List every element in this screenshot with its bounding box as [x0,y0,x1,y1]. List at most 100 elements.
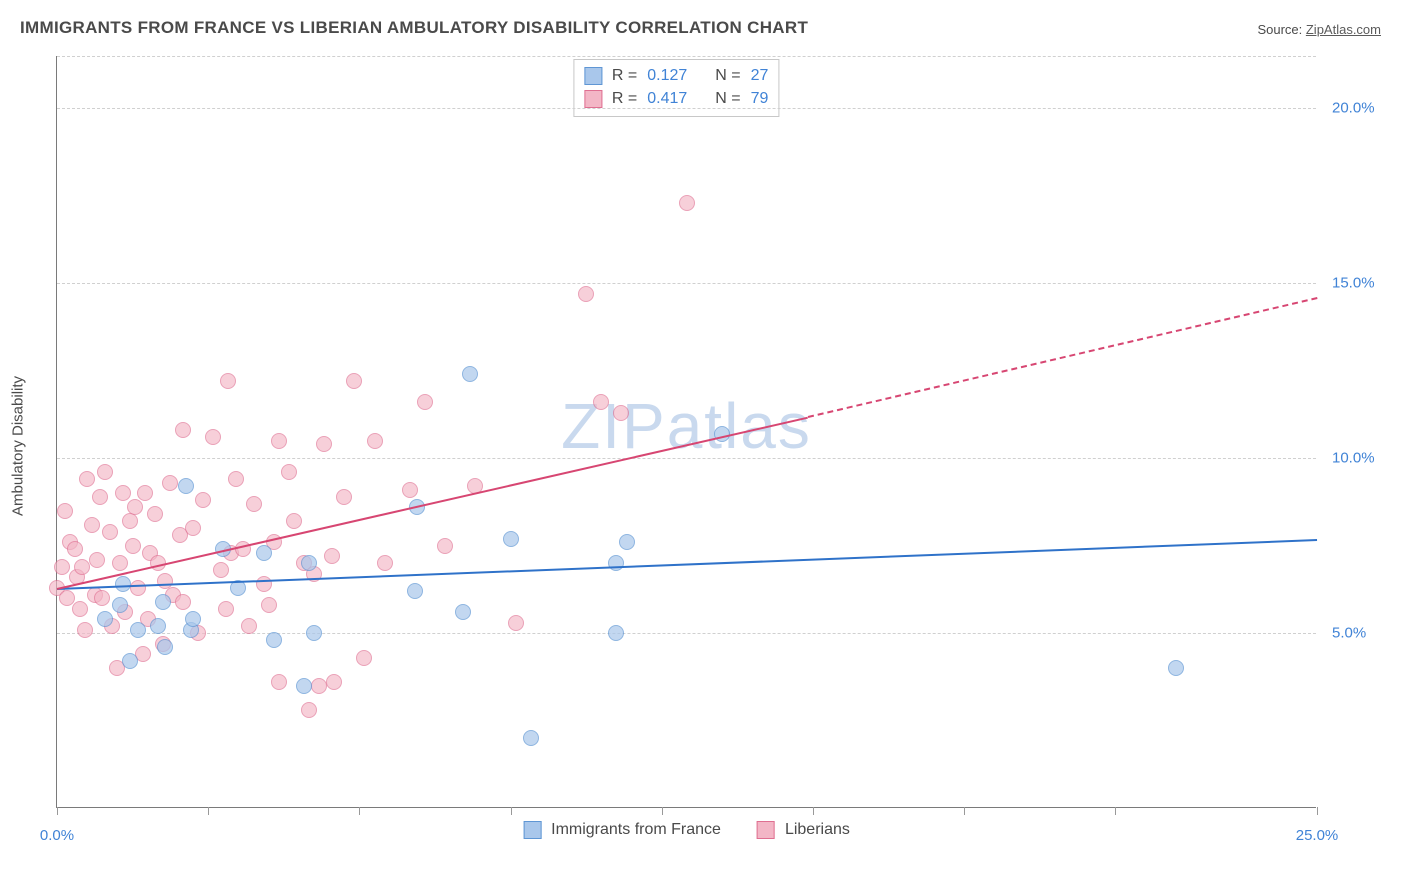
x-tick [964,807,965,815]
swatch-france [523,821,541,839]
source-label: Source: [1257,22,1305,37]
x-tick [1317,807,1318,815]
data-point-france [407,583,423,599]
data-point-liberians [77,622,93,638]
n-value-france: 27 [751,64,769,87]
data-point-liberians [84,517,100,533]
x-tick-label: 0.0% [40,827,74,844]
data-point-liberians [175,422,191,438]
data-point-france [608,555,624,571]
data-point-liberians [613,405,629,421]
data-point-liberians [127,499,143,515]
data-point-liberians [246,496,262,512]
data-point-france [455,604,471,620]
data-point-liberians [185,520,201,536]
data-point-liberians [112,555,128,571]
data-point-liberians [125,538,141,554]
data-point-liberians [89,552,105,568]
data-point-liberians [102,524,118,540]
data-point-liberians [57,503,73,519]
data-point-france [608,625,624,641]
x-tick [208,807,209,815]
r-label: R = [612,64,637,87]
data-point-liberians [271,674,287,690]
x-tick-label: 25.0% [1296,827,1339,844]
data-point-france [155,594,171,610]
data-point-liberians [281,464,297,480]
data-point-liberians [508,615,524,631]
y-tick-label: 20.0% [1332,100,1375,117]
data-point-liberians [367,433,383,449]
source-link[interactable]: ZipAtlas.com [1306,22,1381,37]
legend-item-liberians: Liberians [757,821,850,839]
data-point-liberians [324,548,340,564]
n-value-liberians: 79 [751,87,769,110]
gridline [57,283,1316,284]
data-point-france [256,545,272,561]
data-point-liberians [97,464,113,480]
data-point-liberians [220,373,236,389]
data-point-liberians [213,562,229,578]
data-point-liberians [316,436,332,452]
gridline [57,56,1316,57]
data-point-france [296,678,312,694]
data-point-france [306,625,322,641]
series-legend: Immigrants from France Liberians [523,821,850,839]
data-point-france [150,618,166,634]
swatch-liberians [757,821,775,839]
data-point-france [115,576,131,592]
data-point-liberians [67,541,83,557]
data-point-liberians [72,601,88,617]
data-point-liberians [377,555,393,571]
data-point-france [112,597,128,613]
data-point-liberians [679,195,695,211]
y-tick-label: 15.0% [1332,275,1375,292]
data-point-liberians [54,559,70,575]
n-label: N = [715,64,740,87]
data-point-liberians [437,538,453,554]
swatch-france [584,67,602,85]
data-point-liberians [147,506,163,522]
gridline [57,108,1316,109]
data-point-liberians [578,286,594,302]
data-point-liberians [122,513,138,529]
data-point-liberians [346,373,362,389]
data-point-liberians [137,485,153,501]
scatter-plot-area: ZIPatlas R = 0.127 N = 27 R = 0.417 N = … [56,56,1316,808]
data-point-liberians [94,590,110,606]
x-tick [1115,807,1116,815]
data-point-france [122,653,138,669]
trendline-liberians-extrapolated [808,297,1317,418]
data-point-liberians [195,492,211,508]
data-point-liberians [79,471,95,487]
y-tick-label: 5.0% [1332,625,1366,642]
chart-title: IMMIGRANTS FROM FRANCE VS LIBERIAN AMBUL… [20,18,808,38]
data-point-liberians [256,576,272,592]
n-label: N = [715,87,740,110]
r-value-liberians: 0.417 [647,87,687,110]
legend-label-france: Immigrants from France [551,821,721,839]
r-value-france: 0.127 [647,64,687,87]
x-tick [359,807,360,815]
data-point-liberians [326,674,342,690]
gridline [57,458,1316,459]
data-point-liberians [92,489,108,505]
data-point-liberians [402,482,418,498]
data-point-liberians [205,429,221,445]
data-point-france [178,478,194,494]
data-point-france [1168,660,1184,676]
data-point-liberians [228,471,244,487]
swatch-liberians [584,90,602,108]
data-point-liberians [286,513,302,529]
r-label: R = [612,87,637,110]
x-tick [662,807,663,815]
legend-row-liberians: R = 0.417 N = 79 [584,87,769,110]
data-point-france [130,622,146,638]
data-point-liberians [336,489,352,505]
data-point-france [97,611,113,627]
y-axis-label: Ambulatory Disability [10,376,27,516]
data-point-liberians [241,618,257,634]
data-point-liberians [74,559,90,575]
data-point-liberians [271,433,287,449]
data-point-liberians [417,394,433,410]
